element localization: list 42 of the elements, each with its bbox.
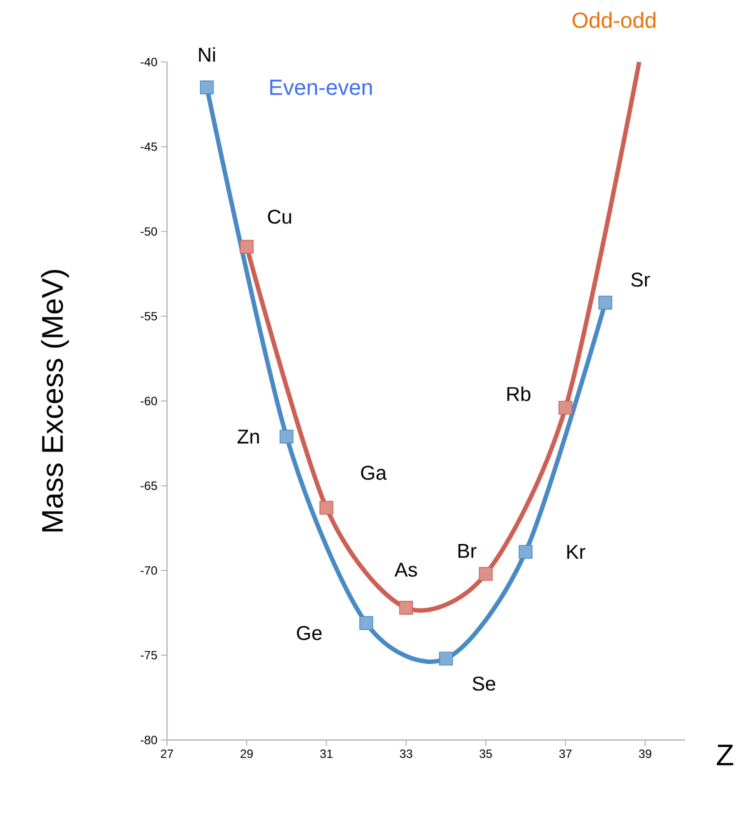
point (359, 616, 374, 630)
annotation: Sr (631, 272, 650, 287)
annotation: Zn (238, 430, 259, 444)
annotation: Cu (268, 210, 292, 224)
annotation: Ge (296, 626, 322, 640)
y-tick-label: -40 (140, 58, 158, 66)
point (478, 566, 493, 581)
y-tick-label: -65 (140, 482, 157, 490)
annotation: Ni (199, 47, 215, 62)
y-tick-label: -60 (140, 396, 158, 406)
x-tick-label: 35 (480, 750, 492, 758)
annotation: Br (458, 544, 476, 558)
y-tick-label: -45 (140, 142, 157, 151)
x-tick-label: 31 (320, 750, 332, 758)
y-axis-title: Mass Excess (MeV) (41, 270, 69, 532)
point (280, 430, 294, 444)
x-axis-title: Z (716, 744, 734, 766)
point (598, 296, 612, 310)
point (558, 400, 572, 415)
annotation: Se (472, 676, 496, 691)
y-tick-label: -75 (140, 651, 157, 660)
x-tick-label: 27 (160, 750, 174, 758)
x-tick-label: 33 (400, 750, 412, 758)
y-tick-label: -80 (140, 736, 158, 744)
point (399, 600, 413, 615)
point (200, 80, 214, 94)
x-tick-label: 39 (638, 750, 652, 758)
y-tick-label: -55 (140, 312, 157, 320)
point (518, 544, 533, 559)
annotation: Rb (507, 386, 530, 402)
annotation: Ga (361, 466, 387, 480)
text: Even-even (270, 80, 372, 96)
x-tick-label: 37 (559, 750, 572, 758)
annotation: As (394, 562, 417, 577)
y-tick-label: -70 (140, 566, 158, 575)
point (240, 240, 254, 254)
x-tick-label: 29 (240, 750, 253, 758)
series-label: Odd-odd (572, 12, 656, 28)
y-tick-label: -50 (140, 227, 158, 236)
point (319, 500, 334, 515)
point (439, 652, 453, 666)
annotation: Kr (567, 545, 586, 559)
